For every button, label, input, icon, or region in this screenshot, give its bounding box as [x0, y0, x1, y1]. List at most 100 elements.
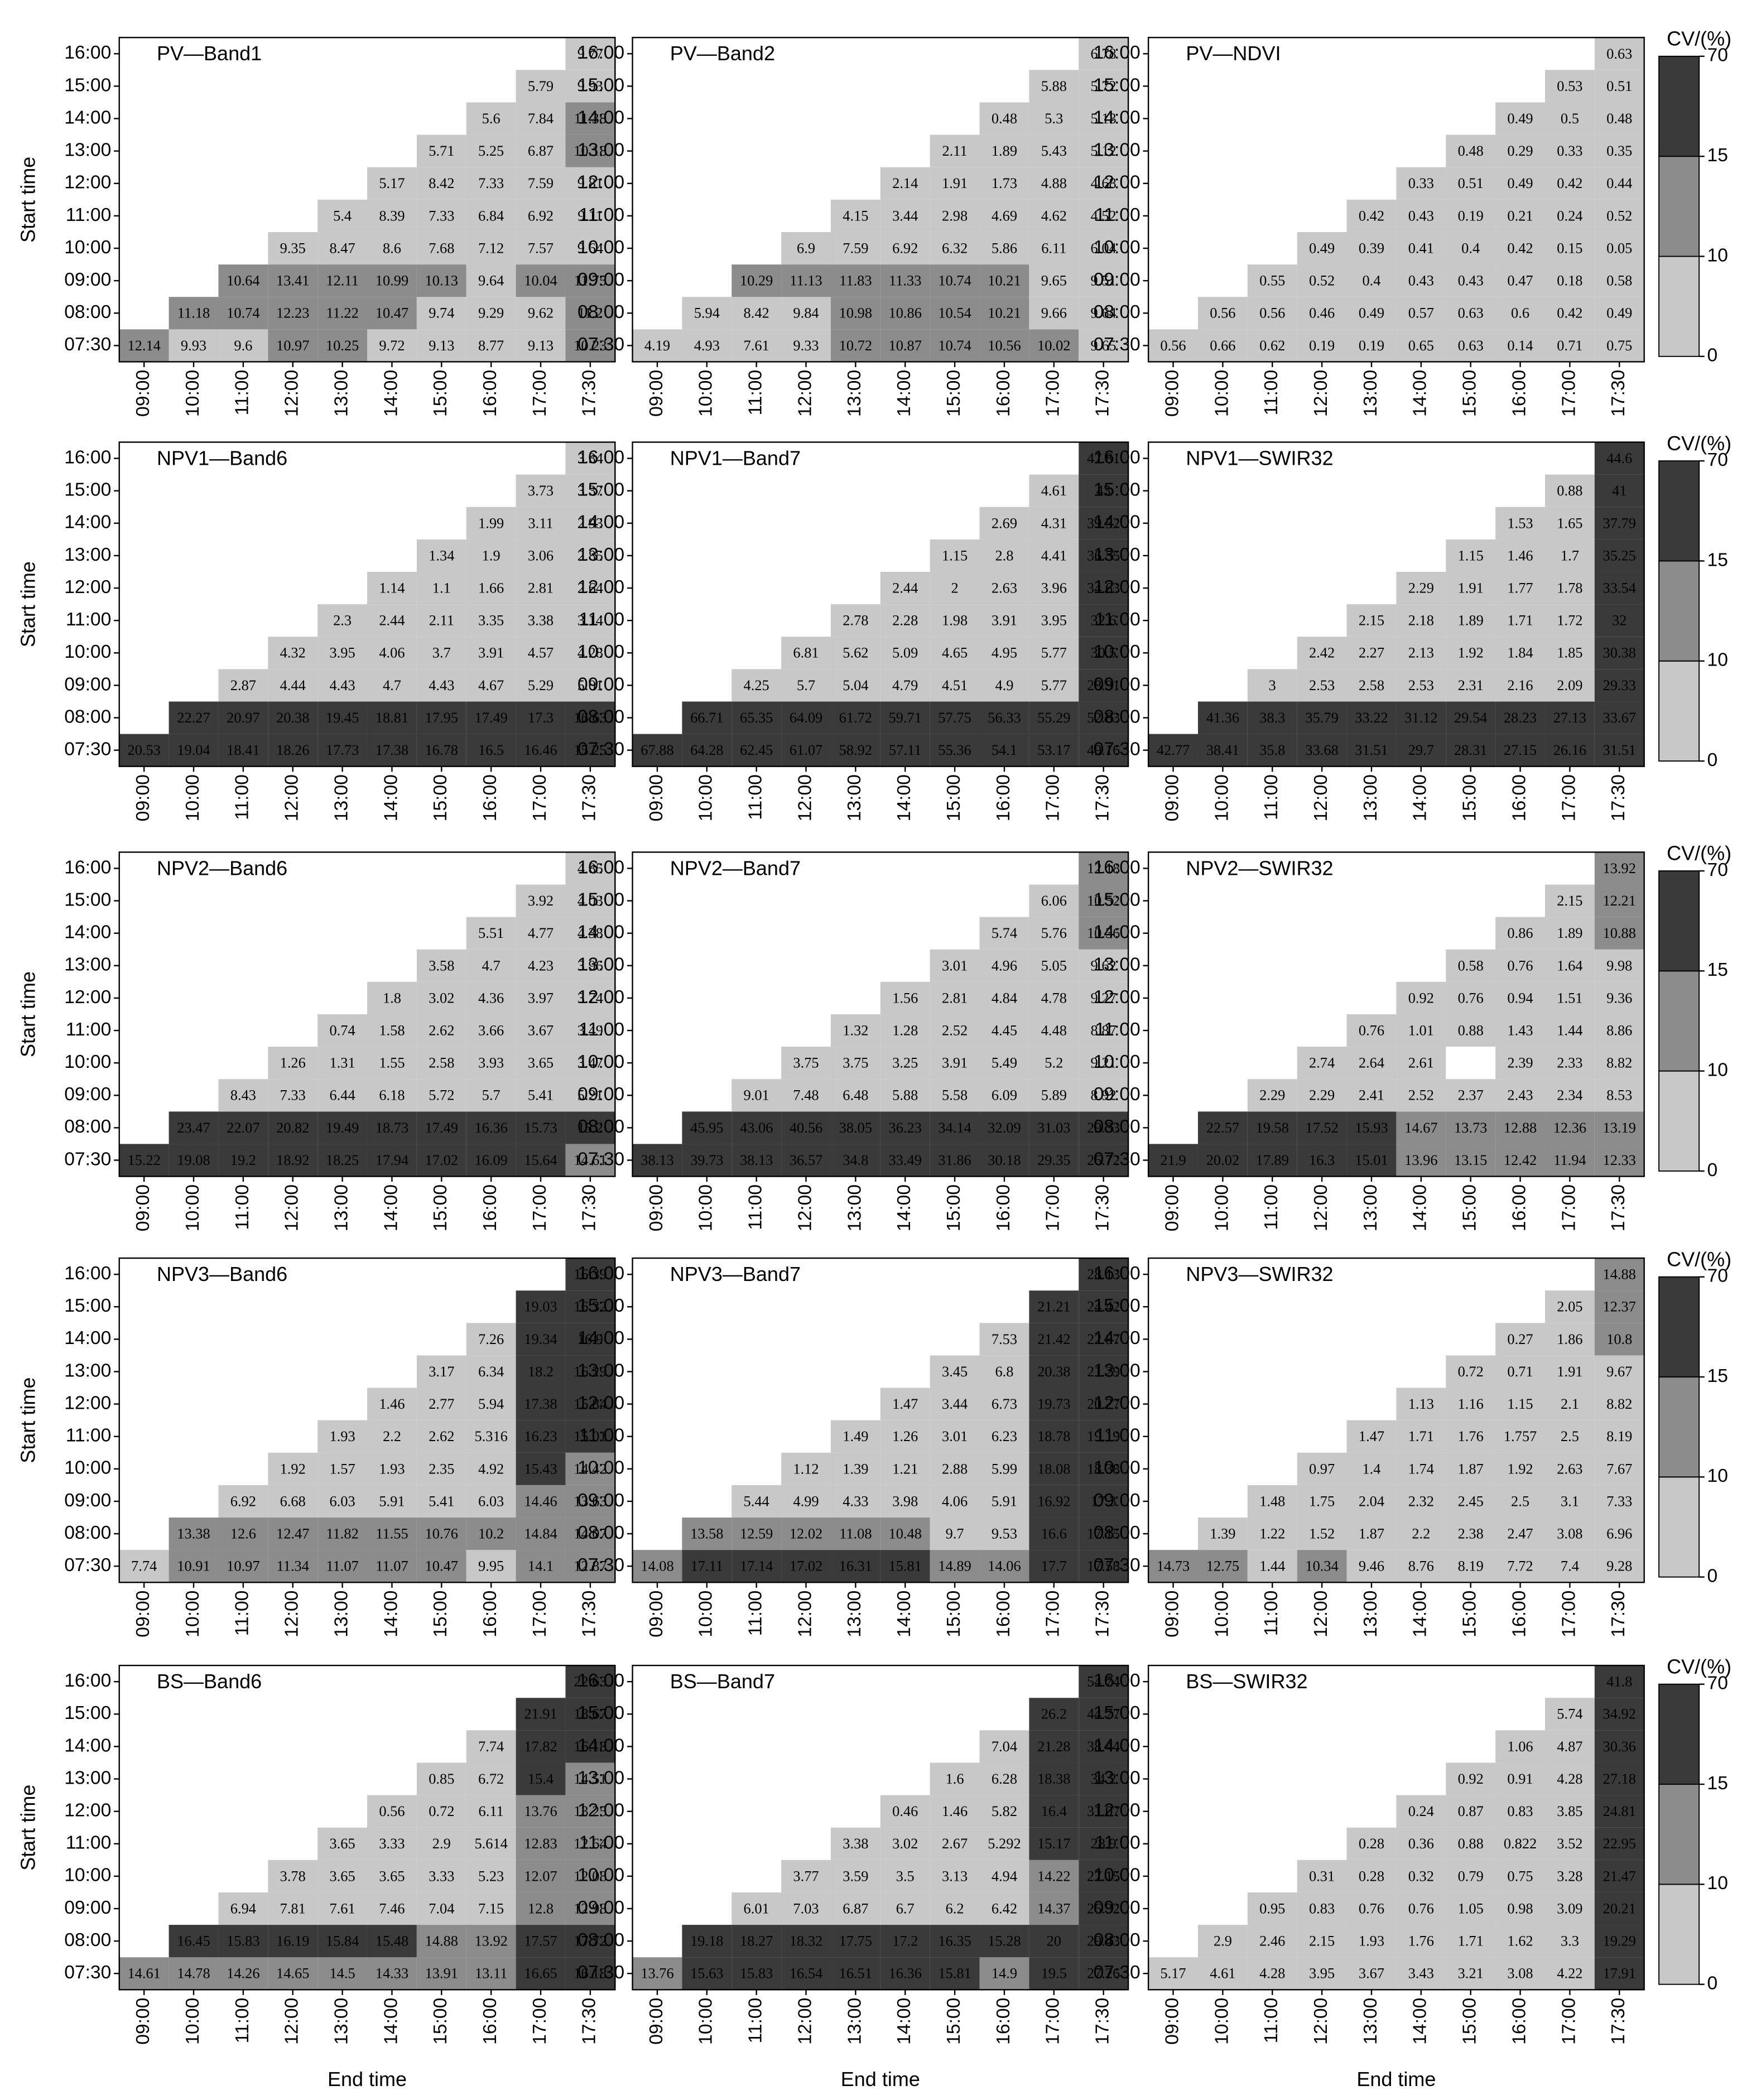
cell [1396, 1111, 1446, 1144]
cell [416, 329, 466, 362]
cell [1544, 1517, 1595, 1550]
cell-label: 2.3 [333, 612, 352, 629]
y-tick-label: 15:00 [1094, 75, 1141, 95]
cell [1396, 167, 1446, 200]
cell-label: 1.13 [1408, 1395, 1434, 1412]
cell [565, 981, 615, 1014]
cell [930, 701, 980, 734]
cell [1148, 1957, 1198, 1990]
y-tick-label: 07:30 [1094, 739, 1141, 759]
cell-label: 2.29 [1408, 579, 1434, 596]
x-tick-label: 14:00 [381, 1184, 401, 1231]
cell-label: 9.98 [1606, 957, 1632, 974]
x-tick-label: 15:00 [430, 370, 451, 417]
cell [781, 1111, 831, 1144]
cell-label: 1.92 [1507, 1460, 1533, 1477]
cell [218, 264, 268, 297]
cell-label: 2.15 [1557, 892, 1582, 909]
cell [682, 701, 732, 734]
cell [416, 264, 466, 297]
cell-label: 0.33 [1408, 175, 1434, 191]
cell [416, 1795, 466, 1828]
cell [1029, 1014, 1079, 1047]
cell-label: 0.57 [1408, 305, 1434, 321]
cell [1544, 1698, 1595, 1731]
x-tick-label: 12:00 [282, 1591, 302, 1637]
cell-label: 40.56 [790, 1119, 822, 1136]
cell [1446, 1957, 1496, 1990]
cell-label: 17.02 [425, 1152, 458, 1168]
cell-label: 0.4 [1461, 239, 1480, 256]
cell-label: 2.04 [1359, 1492, 1384, 1509]
cell-label: 1.93 [329, 1428, 355, 1444]
cell [516, 1144, 566, 1177]
cell [1495, 1111, 1545, 1144]
cell [1495, 1827, 1545, 1860]
cell [732, 1517, 782, 1550]
cell [632, 734, 682, 767]
cell [1297, 1047, 1347, 1080]
cell [1247, 264, 1297, 297]
cell-label: 1.71 [1408, 1428, 1434, 1444]
cell [880, 1827, 930, 1860]
panel-title: NPV1—Band6 [157, 446, 287, 469]
cell [781, 1079, 831, 1112]
cell [732, 264, 782, 297]
cell [1029, 637, 1079, 670]
cell-label: 3.75 [843, 1054, 868, 1071]
cell-label: 15.2 [578, 1119, 603, 1136]
cell [1495, 1957, 1545, 1990]
cell-label: 4.61 [1041, 482, 1067, 499]
cell [1495, 102, 1545, 135]
cell [466, 1047, 516, 1080]
cell-label: 6.48 [843, 1087, 868, 1104]
cell-label: 3.01 [942, 957, 968, 974]
y-tick-label: 16:00 [578, 857, 624, 878]
cell-label: 14.61 [127, 1965, 160, 1982]
cell-label: 2.41 [1359, 1087, 1384, 1104]
cell-label: 12.37 [1603, 1298, 1636, 1315]
cell [466, 1323, 516, 1356]
cell-label: 12.14 [127, 337, 160, 354]
cell-label: 14.1 [528, 1558, 554, 1574]
cell-label: 3.08 [1507, 1965, 1533, 1982]
cell-label: 19.49 [326, 1119, 359, 1136]
cell-label: 0.4 [1362, 272, 1380, 289]
cell [1446, 297, 1496, 330]
cell-label: 18.38 [1087, 1460, 1120, 1477]
cell-label: 10.86 [889, 305, 922, 321]
cell-label: 0.76 [1359, 1022, 1384, 1038]
y-tick-label: 16:00 [64, 447, 111, 468]
y-tick-label: 09:00 [64, 1084, 111, 1105]
cell [1594, 1258, 1644, 1291]
cell-label: 17.11 [691, 1558, 723, 1574]
cell-label: 0.71 [1557, 337, 1582, 354]
cell [416, 1452, 466, 1485]
cell-label: 11.18 [177, 305, 210, 321]
cell-label: 3.37 [578, 482, 603, 499]
cell [516, 232, 566, 265]
cell [979, 1355, 1029, 1388]
cell-label: 9.62 [528, 305, 554, 321]
cell-label: 8.6 [383, 239, 401, 256]
cell [416, 604, 466, 637]
cell [781, 1452, 831, 1485]
cell [930, 1420, 980, 1453]
cell [317, 1550, 368, 1583]
cell-label: 35.8 [1259, 741, 1285, 758]
cell-label: 22.27 [177, 709, 210, 726]
cell-label: 2.39 [1507, 1054, 1533, 1071]
cell [516, 669, 566, 702]
cell-label: 4.84 [992, 989, 1017, 1006]
cell-label: 6.32 [942, 239, 968, 256]
cell [1495, 1795, 1545, 1828]
y-tick-label: 09:00 [1094, 1490, 1141, 1511]
cell [466, 1014, 516, 1047]
cell-label: 3.01 [942, 1428, 968, 1444]
y-axis-label: Start time [16, 971, 39, 1057]
y-tick-label: 07:30 [578, 334, 624, 355]
cell-label: 1.93 [1359, 1933, 1384, 1949]
cell [516, 1827, 566, 1860]
cell [1544, 884, 1595, 917]
